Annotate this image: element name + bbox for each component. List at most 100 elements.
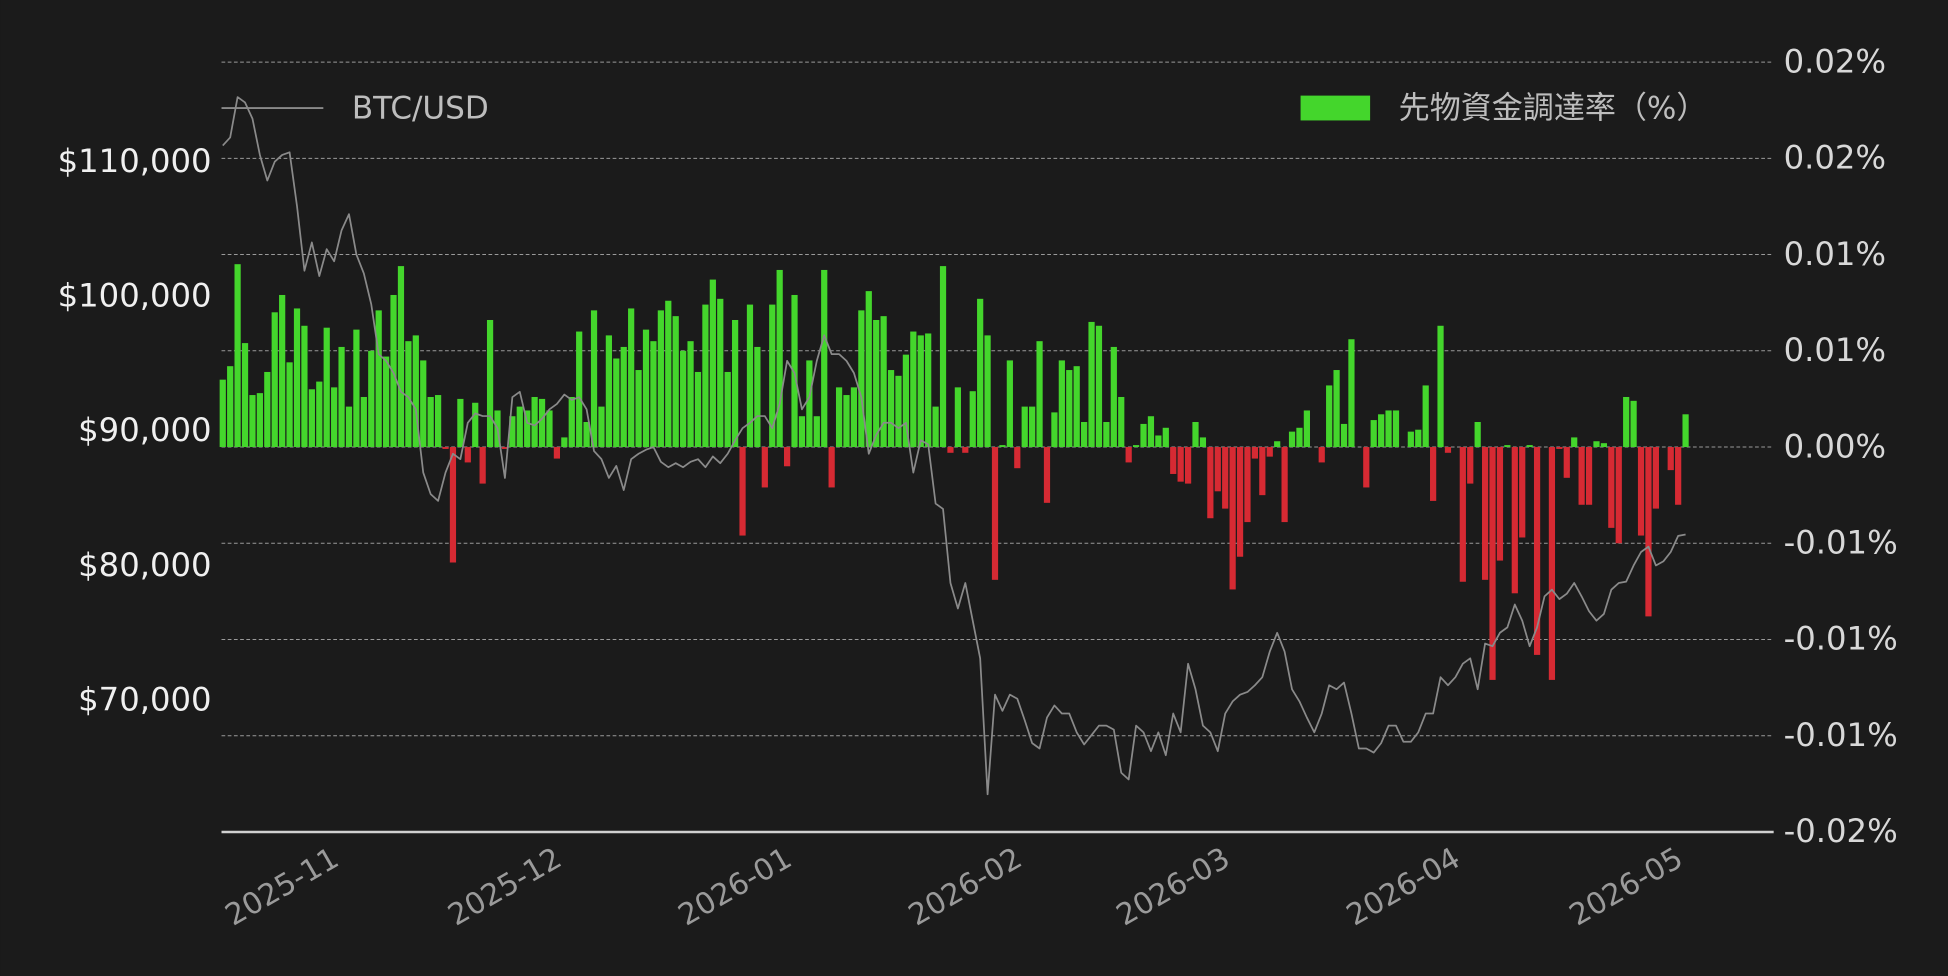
bar (1348, 339, 1355, 448)
bar (1437, 325, 1444, 448)
bar (249, 395, 256, 448)
bar (880, 316, 887, 448)
bar (486, 319, 494, 448)
bar (1281, 447, 1288, 523)
bar (984, 335, 991, 448)
bar (858, 310, 865, 448)
bar (895, 375, 902, 448)
bar (360, 396, 367, 448)
bar (1147, 416, 1155, 448)
bar (925, 333, 932, 448)
bar (1155, 435, 1162, 448)
bar (583, 422, 590, 448)
bar (1021, 406, 1028, 448)
bar (1066, 370, 1073, 448)
bar (1571, 437, 1578, 448)
bar (501, 447, 509, 449)
bar (1585, 447, 1593, 505)
bar (1274, 441, 1281, 448)
bar (271, 312, 278, 448)
bar (1652, 447, 1659, 509)
bar (316, 381, 323, 448)
bar (1036, 341, 1043, 448)
bar (769, 304, 776, 448)
bar (1407, 431, 1414, 448)
bar (947, 447, 954, 453)
bar (234, 264, 241, 448)
y2-tick-label: 0.01% (1784, 331, 1887, 369)
bar (1415, 429, 1422, 448)
y2-tick-label: 0.02% (1784, 42, 1887, 80)
bar (1430, 447, 1437, 501)
legend-bar-swatch (1300, 95, 1371, 121)
bar (241, 343, 249, 448)
y2-tick-label: 0.00% (1784, 427, 1887, 465)
legend-label: 先物資金調達率（%） (1399, 90, 1708, 126)
bar (1682, 414, 1689, 448)
bar (620, 346, 627, 448)
bar (353, 329, 360, 448)
bar (1326, 385, 1333, 448)
bar (717, 298, 724, 448)
bar (1504, 445, 1511, 448)
bar (516, 406, 523, 448)
bar (1170, 447, 1177, 474)
bar (598, 406, 605, 448)
bar (806, 360, 813, 448)
bar (1363, 447, 1370, 488)
bar (1043, 447, 1051, 503)
bar (368, 350, 375, 448)
y-tick-label: $90,000 (78, 411, 211, 449)
bar (1422, 385, 1429, 448)
bar (1251, 447, 1259, 459)
bar (1014, 447, 1021, 469)
bar (1548, 447, 1556, 680)
bar (457, 398, 464, 448)
bar (850, 387, 858, 448)
bar (1667, 447, 1674, 471)
bar (531, 396, 538, 448)
bar (1095, 325, 1103, 448)
bar (1481, 447, 1489, 580)
bar (1519, 447, 1526, 538)
bar (479, 447, 486, 484)
bar (628, 308, 635, 448)
bar (939, 266, 947, 448)
bar (1073, 366, 1080, 448)
bar (991, 447, 999, 580)
bar (1533, 447, 1541, 655)
bar (1236, 447, 1244, 557)
bar (1214, 447, 1221, 492)
bar (1088, 321, 1095, 448)
bar (420, 360, 427, 448)
bar (427, 396, 434, 448)
bar (650, 341, 657, 448)
bar (969, 391, 976, 448)
bar (1608, 447, 1615, 528)
bar (546, 410, 553, 448)
bar (1058, 360, 1065, 448)
bar (1467, 447, 1474, 484)
bar (1637, 447, 1645, 536)
bar (412, 335, 419, 448)
bar (1511, 447, 1518, 594)
bar (999, 445, 1006, 448)
bar (1118, 396, 1125, 448)
bar (1140, 423, 1147, 448)
bar (917, 335, 924, 448)
bar (576, 331, 583, 448)
bar (1162, 427, 1169, 448)
bar (279, 294, 286, 448)
bar (1006, 360, 1013, 448)
bar (821, 269, 828, 448)
bar (791, 294, 798, 448)
bar (397, 266, 405, 448)
bar (665, 300, 672, 448)
bar (910, 331, 917, 448)
bar (405, 341, 412, 448)
bar (1496, 447, 1504, 561)
bar (694, 371, 702, 448)
bar (301, 325, 308, 448)
